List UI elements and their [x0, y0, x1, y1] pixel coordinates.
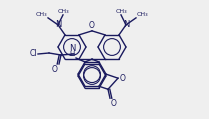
- Text: Cl: Cl: [29, 50, 37, 59]
- Text: O: O: [89, 21, 95, 30]
- Text: O: O: [52, 65, 58, 74]
- Text: CH₃: CH₃: [35, 12, 47, 17]
- Text: H: H: [70, 51, 75, 57]
- Text: CH₃: CH₃: [57, 9, 69, 14]
- Text: CH₃: CH₃: [137, 12, 149, 17]
- Text: O: O: [120, 74, 125, 83]
- Text: N: N: [123, 20, 129, 29]
- Text: N: N: [69, 44, 75, 53]
- Text: O: O: [111, 99, 117, 108]
- Text: N: N: [55, 20, 61, 29]
- Text: CH₃: CH₃: [115, 9, 127, 14]
